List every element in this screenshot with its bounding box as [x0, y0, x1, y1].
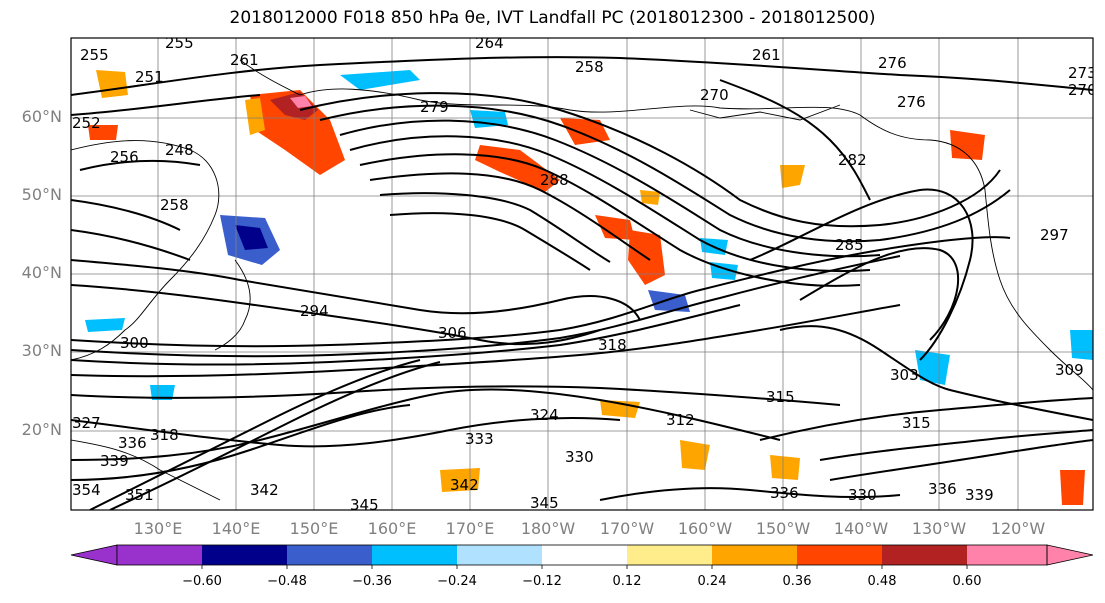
contour-label: 339	[100, 452, 129, 470]
lon-label-170e: 170°E	[445, 519, 495, 538]
colorbar-tick-label: −0.24	[437, 574, 477, 589]
contour-label: 318	[598, 336, 627, 354]
contour-label: 251	[135, 68, 164, 86]
colorbar-outline	[116, 544, 1048, 566]
contour-label: 345	[350, 496, 379, 514]
contour-label: 270	[700, 86, 729, 104]
colorbar-tick-label: −0.36	[352, 574, 392, 589]
contour-label: 294	[300, 302, 329, 320]
contour-label: 255	[80, 46, 109, 64]
contour-label: 256	[110, 148, 139, 166]
contour-label: 327	[72, 414, 101, 432]
lon-label-130e: 130°E	[133, 519, 183, 538]
contour-label: 255	[165, 34, 194, 52]
lon-label-120w: 120°W	[990, 519, 1046, 538]
contour-label: 282	[838, 151, 867, 169]
contour-label: 333	[465, 430, 494, 448]
contour-label: 273	[1068, 64, 1097, 82]
contour-label: 330	[848, 486, 877, 504]
lon-label-180w: 180°W	[520, 519, 576, 538]
lat-label-50n: 50°N	[21, 185, 62, 204]
lat-label-60n: 60°N	[21, 107, 62, 126]
contour-label: 276	[897, 93, 926, 111]
colorbar-tick-label: 0.48	[867, 574, 897, 589]
colorbar-bin	[117, 545, 202, 565]
map-panel: 255 255 264 261 251 252 256 258 248 258 …	[71, 34, 1097, 514]
contour-label: 261	[752, 46, 781, 64]
colorbar-over-arrow	[1046, 544, 1094, 566]
contour-label: 303	[890, 366, 919, 384]
colorbar-bin	[287, 545, 372, 565]
contour-label: 248	[165, 141, 194, 159]
colorbar-ticks	[201, 565, 968, 569]
colorbar-tick-label: 0.12	[612, 574, 642, 589]
lon-label-150e: 150°E	[289, 519, 339, 538]
contour-label: 318	[150, 426, 179, 444]
lat-label-20n: 20°N	[21, 420, 62, 439]
contour-label: 351	[125, 486, 154, 504]
colorbar-bin	[372, 545, 457, 565]
contour-label: 285	[835, 236, 864, 254]
colorbar	[70, 544, 1094, 569]
contour-label: 276	[878, 54, 907, 72]
lon-label-140w: 140°W	[833, 519, 889, 538]
contour-label: 258	[160, 196, 189, 214]
contour-label: 324	[530, 406, 559, 424]
colorbar-tick-label: 0.36	[782, 574, 812, 589]
colorbar-tick-label: 0.24	[697, 574, 727, 589]
contour-label: 258	[575, 58, 604, 76]
contour-label: 336	[928, 480, 957, 498]
contour-label: 264	[475, 34, 504, 52]
contour-label: 330	[565, 448, 594, 466]
contour-label: 279	[420, 98, 449, 116]
colorbar-tick-label: −0.12	[522, 574, 562, 589]
coastlines	[71, 59, 1093, 501]
contour-label: 315	[766, 388, 795, 406]
colorbar-tick-label: −0.48	[267, 574, 307, 589]
contour-label: 306	[438, 324, 467, 342]
contour-label: 297	[1040, 226, 1069, 244]
colorbar-bin	[627, 545, 712, 565]
colorbar-bin	[797, 545, 882, 565]
lon-label-130w: 130°W	[911, 519, 967, 538]
contour-label: 261	[230, 51, 259, 69]
colorbar-tick-label: 0.60	[952, 574, 982, 589]
lon-label-170w: 170°W	[599, 519, 655, 538]
contour-label: 309	[1055, 361, 1084, 379]
contour-label: 336	[118, 434, 147, 452]
contour-label: 270	[1068, 81, 1097, 99]
theta-e-contours	[71, 56, 1093, 510]
contour-label: 342	[450, 476, 479, 494]
colorbar-bin	[457, 545, 542, 565]
colorbar-bin	[712, 545, 797, 565]
colorbar-under-arrow	[70, 544, 118, 566]
map-frame	[70, 37, 1094, 511]
contour-label: 300	[120, 334, 149, 352]
lat-label-30n: 30°N	[21, 341, 62, 360]
contour-label: 336	[770, 484, 799, 502]
contour-label: 339	[965, 486, 994, 504]
colorbar-tick-label: −0.60	[182, 574, 222, 589]
contour-label: 345	[530, 494, 559, 512]
colorbar-bin	[542, 545, 627, 565]
contour-label: 288	[540, 171, 569, 189]
lon-label-140e: 140°E	[211, 519, 261, 538]
lon-label-150w: 150°W	[755, 519, 811, 538]
map-title: 2018012000 F018 850 hPa θe, IVT Landfall…	[0, 8, 1105, 28]
contour-label: 252	[72, 114, 101, 132]
lon-label-160w: 160°W	[677, 519, 733, 538]
contour-label: 312	[666, 411, 695, 429]
contour-label: 315	[902, 414, 931, 432]
colorbar-bin	[202, 545, 287, 565]
lon-label-160e: 160°E	[367, 519, 417, 538]
contour-label-layer: 255 255 264 261 251 252 256 258 248 258 …	[72, 34, 1097, 514]
lat-label-40n: 40°N	[21, 263, 62, 282]
contour-label: 342	[250, 481, 279, 499]
colorbar-bin	[967, 545, 1047, 565]
title-text: 2018012000 F018 850 hPa θe, IVT Landfall…	[229, 8, 876, 28]
colorbar-bin	[882, 545, 967, 565]
contour-label: 354	[72, 481, 101, 499]
